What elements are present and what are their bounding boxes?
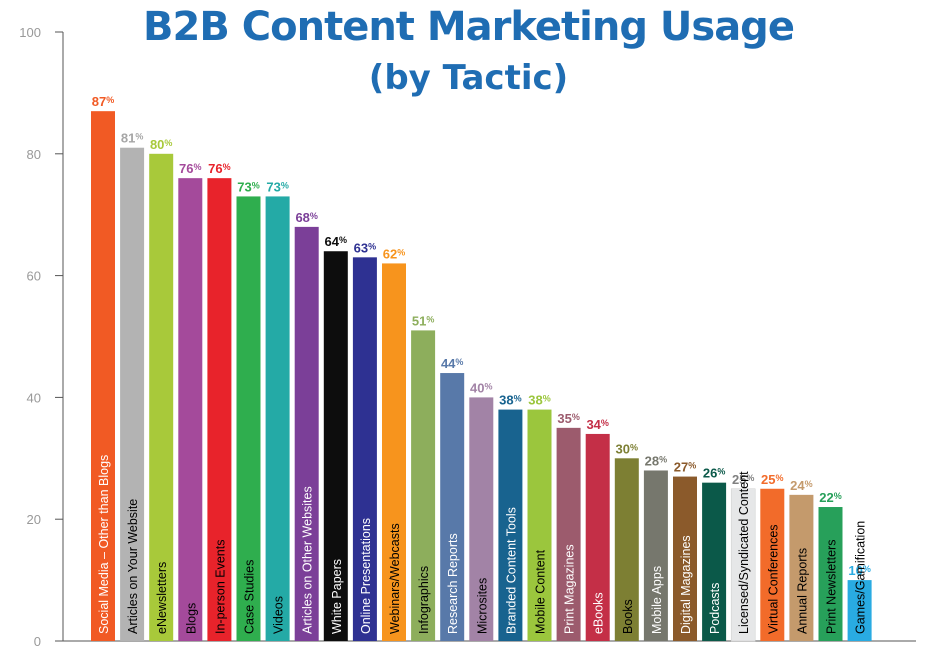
- bar: [702, 482, 727, 641]
- y-tick-label: 60: [27, 269, 41, 284]
- category-label: Online Presentations: [359, 518, 373, 634]
- data-label: 76%: [208, 161, 230, 176]
- category-label: Blogs: [184, 603, 198, 634]
- category-label: eBooks: [592, 592, 606, 634]
- bar: [323, 251, 348, 642]
- data-label: 10%: [848, 563, 870, 578]
- bar: [178, 178, 203, 641]
- bar: [411, 330, 436, 641]
- category-label: Print Magazines: [563, 544, 577, 634]
- bar: [149, 153, 174, 642]
- category-label: Webinars/Webcasts: [388, 523, 402, 634]
- data-label: 80%: [150, 137, 172, 152]
- bar: [556, 427, 581, 641]
- bar: [236, 196, 261, 641]
- bar: [760, 488, 785, 641]
- bar: [847, 580, 872, 641]
- data-label: 27%: [674, 460, 696, 475]
- category-label: Licensed/Syndicated Content: [737, 471, 751, 634]
- category-label: Videos: [272, 596, 286, 634]
- chart-subtitle: (by Tactic): [368, 58, 569, 98]
- y-tick-label: 0: [34, 634, 41, 649]
- category-label: Case Studies: [243, 560, 257, 634]
- category-label: White Papers: [330, 559, 344, 634]
- bar: [498, 409, 523, 641]
- category-label: Books: [621, 599, 635, 634]
- category-label: Print Newsletters: [825, 540, 839, 634]
- bar: [730, 488, 756, 642]
- category-label: Mobile Content: [534, 549, 548, 634]
- bar: [120, 147, 145, 641]
- category-label: Articles on Your Website: [126, 499, 140, 634]
- y-tick-label: 100: [19, 25, 41, 40]
- data-label: 26%: [703, 466, 725, 481]
- bar: [818, 507, 843, 641]
- data-label: 63%: [354, 240, 376, 255]
- bar: [643, 470, 668, 641]
- bar: [382, 263, 406, 641]
- bar: [265, 196, 290, 641]
- data-label: 38%: [499, 393, 521, 408]
- bar: [614, 458, 639, 641]
- data-label: 81%: [121, 131, 143, 146]
- data-label: 76%: [179, 161, 201, 176]
- category-label: Infographics: [417, 566, 431, 634]
- bar: [469, 397, 494, 641]
- category-label: eNewsletters: [155, 562, 169, 634]
- category-label: Games/Gamification: [854, 521, 868, 634]
- y-tick-label: 20: [27, 512, 41, 527]
- category-label: Articles on Other Websites: [301, 486, 315, 634]
- bar: [585, 433, 610, 641]
- category-label: Annual Reports: [795, 548, 809, 634]
- bar: [207, 178, 232, 641]
- category-label: In-person Events: [213, 540, 227, 635]
- category-label: Branded Content Tools: [504, 507, 518, 634]
- data-label: 40%: [470, 380, 492, 395]
- category-label: Virtual Conferences: [766, 524, 780, 634]
- y-tick-label: 80: [27, 147, 41, 162]
- data-label: 51%: [412, 313, 434, 328]
- data-label: 73%: [266, 179, 288, 194]
- data-label: 64%: [325, 234, 347, 249]
- category-label: Social Media – Other than Blogs: [97, 455, 111, 634]
- data-label: 30%: [616, 441, 638, 456]
- data-label: 25%: [732, 472, 754, 487]
- bar: [294, 226, 319, 641]
- bar: [440, 373, 465, 641]
- data-label: 22%: [819, 490, 841, 505]
- category-label: Digital Magazines: [679, 535, 693, 634]
- bar: [91, 111, 115, 642]
- category-label: Mobile Apps: [650, 566, 664, 634]
- data-label: 35%: [557, 411, 579, 426]
- bar: [352, 257, 377, 641]
- data-label: 34%: [586, 417, 608, 432]
- data-label: 25%: [761, 472, 783, 487]
- data-label: 68%: [295, 210, 317, 225]
- chart-title: B2B Content Marketing Usage: [143, 4, 795, 50]
- category-label: Research Reports: [446, 533, 460, 634]
- data-label: 87%: [92, 94, 114, 109]
- data-label: 62%: [383, 246, 405, 261]
- category-label: Microsites: [475, 578, 489, 634]
- data-label: 28%: [645, 453, 667, 468]
- data-label: 24%: [790, 478, 812, 493]
- bar: [673, 476, 697, 641]
- bar: [527, 409, 552, 641]
- y-tick-label: 40: [27, 390, 41, 405]
- bar: [789, 494, 814, 641]
- data-label: 44%: [441, 356, 463, 371]
- data-label: 73%: [237, 179, 259, 194]
- category-label: Podcasts: [708, 583, 722, 634]
- data-label: 38%: [528, 393, 550, 408]
